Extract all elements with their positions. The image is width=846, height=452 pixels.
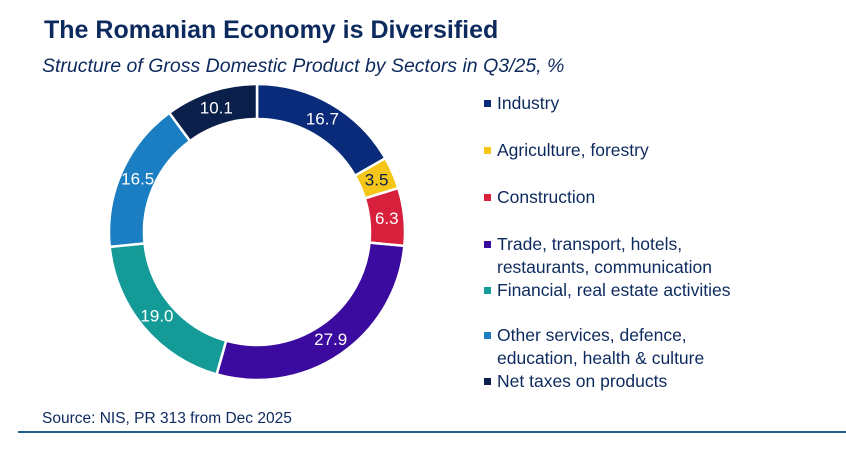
legend-item-other-services: Other services, defence, education, healt… (484, 324, 797, 369)
legend-item-agriculture-forestry: Agriculture, forestry (484, 139, 797, 162)
legend-label: Other services, defence, education, healt… (497, 324, 797, 369)
legend-label: Net taxes on products (497, 370, 797, 393)
slice-label-financial-real: 19.0 (140, 306, 173, 325)
legend-label-line: Construction (497, 187, 596, 207)
legend-item-construction: Construction (484, 186, 797, 209)
legend-label-line: Industry (497, 93, 560, 113)
slice-label-trade-transport: 27.9 (314, 330, 347, 349)
legend-marker (484, 378, 491, 385)
legend-item-financial-real: Financial, real estate activities (484, 279, 797, 302)
legend-item-net-taxes: Net taxes on products (484, 370, 797, 393)
legend-label: Industry (497, 92, 797, 115)
legend-label: Financial, real estate activities (497, 279, 797, 302)
source-note: Source: NIS, PR 313 from Dec 2025 (42, 410, 292, 427)
legend-marker (484, 100, 491, 107)
slice-net-taxes (167, 82, 259, 143)
legend-label-line: Net taxes on products (497, 371, 668, 391)
legend-label-line: Agriculture, forestry (497, 140, 649, 160)
legend-marker (484, 147, 491, 154)
slice-label-industry: 16.7 (306, 110, 339, 129)
bottom-divider (18, 431, 846, 433)
legend-label-line: restaurants, communication (497, 256, 712, 277)
legend-item-industry: Industry (484, 92, 797, 115)
chart-title: The Romanian Economy is Diversified (44, 16, 499, 44)
legend-item-trade-transport: Trade, transport, hotels, restaurants, co… (484, 233, 797, 278)
legend-marker (484, 332, 491, 339)
slice-label-agriculture-forestry: 3.5 (365, 170, 389, 189)
legend-label: Trade, transport, hotels, restaurants, co… (497, 233, 797, 278)
legend-label-line: Other services, defence, (497, 325, 687, 345)
legend-label: Construction (497, 186, 797, 209)
legend-label-line: Trade, transport, hotels, (497, 234, 683, 254)
legend-label-line: Financial, real estate activities (497, 280, 731, 300)
slice-label-construction: 6.3 (375, 209, 399, 228)
legend-label-line: education, health & culture (497, 347, 705, 368)
slice-label-other-services: 16.5 (121, 170, 154, 189)
chart-subtitle: Structure of Gross Domestic Product by S… (42, 55, 565, 77)
legend-label: Agriculture, forestry (497, 139, 797, 162)
legend-marker (484, 194, 491, 201)
legend-marker (484, 287, 491, 294)
legend-marker (484, 241, 491, 248)
slice-industry (255, 82, 388, 178)
slice-trade-transport (215, 241, 406, 382)
slice-label-net-taxes: 10.1 (200, 99, 233, 118)
